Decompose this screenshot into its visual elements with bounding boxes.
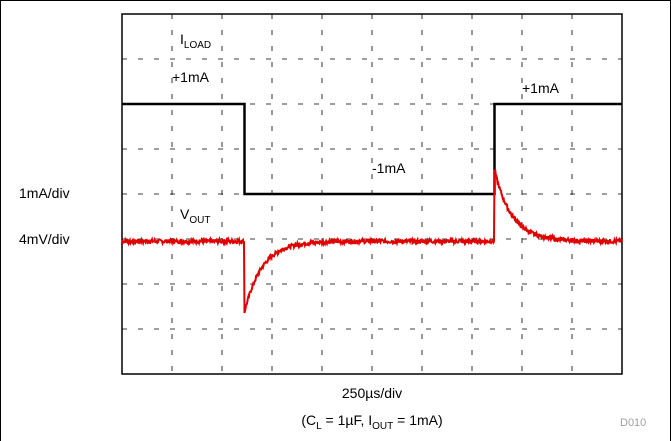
current-scale-label: 1mA/div [19, 185, 70, 201]
figure-code: D010 [620, 417, 647, 429]
traces [121, 102, 623, 314]
annotation-plus-1ma-right: +1mA [522, 80, 560, 96]
x-axis-label: 250µs/div [341, 385, 403, 401]
vout-label: VOUT [180, 206, 210, 226]
test-conditions: (CL = 1µF, IOUT = 1mA) [301, 412, 443, 432]
series-vout-trace [121, 169, 623, 314]
annotation-minus-1ma: -1mA [372, 160, 406, 176]
iload-label: ILOAD [180, 31, 211, 51]
plot-frame [121, 13, 623, 375]
voltage-scale-label: 4mV/div [19, 231, 70, 247]
annotation-plus-1ma-left: +1mA [172, 69, 210, 85]
series-iload-trace [122, 102, 622, 196]
scope-plot: ILOAD +1mA +1mA -1mA VOUT [121, 13, 623, 375]
